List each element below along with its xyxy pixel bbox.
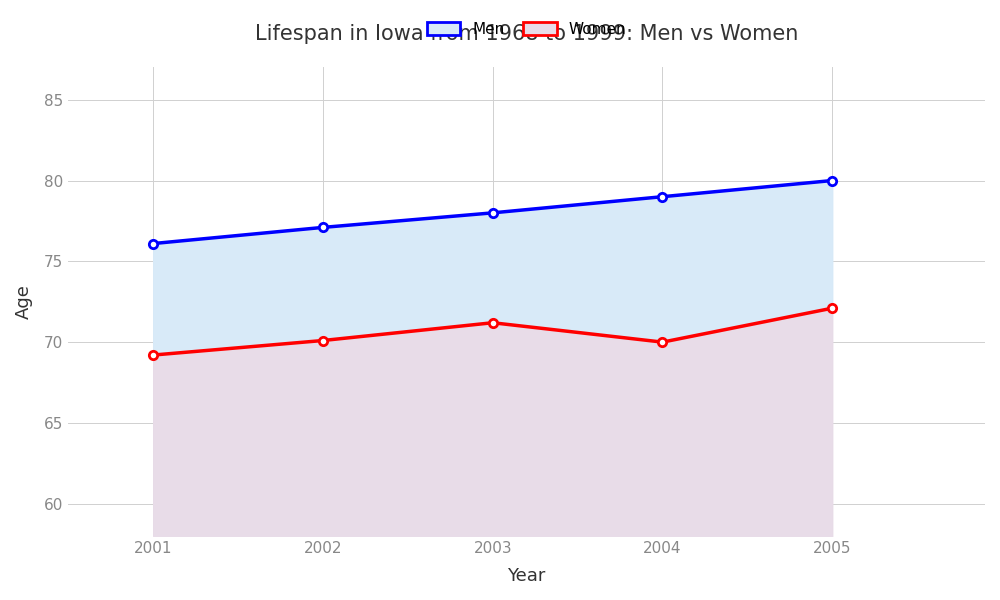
Y-axis label: Age: Age xyxy=(15,284,33,319)
Legend: Men, Women: Men, Women xyxy=(419,14,634,44)
Title: Lifespan in Iowa from 1968 to 1999: Men vs Women: Lifespan in Iowa from 1968 to 1999: Men … xyxy=(255,23,798,44)
X-axis label: Year: Year xyxy=(507,567,546,585)
